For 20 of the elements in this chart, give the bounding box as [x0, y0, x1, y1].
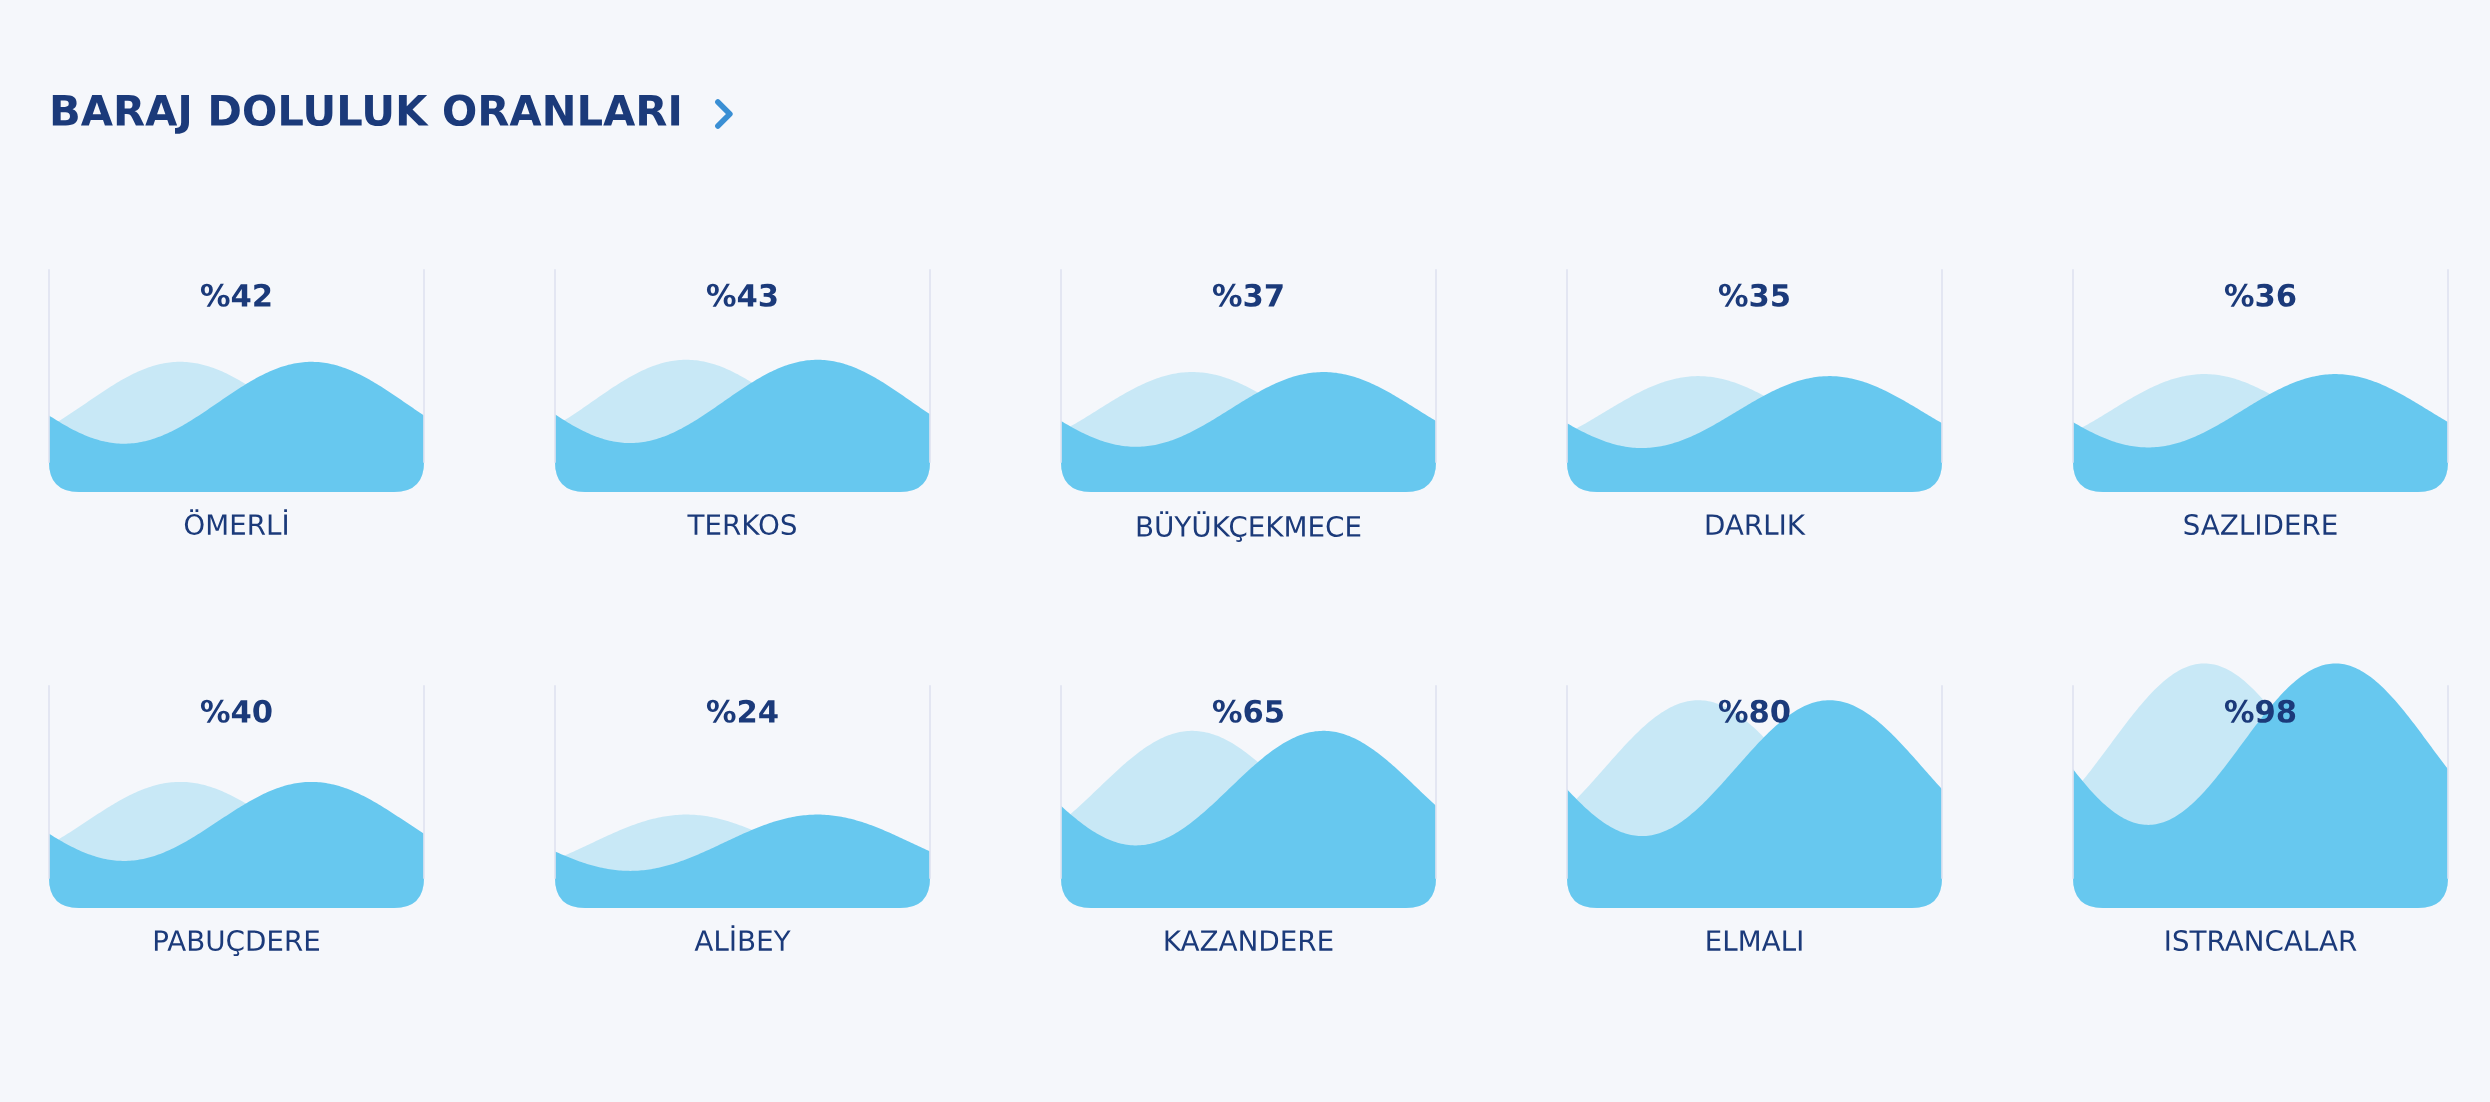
category-label: BÜYÜKÇEKMECE	[1137, 511, 1361, 542]
category-label: PABUÇDERE	[154, 930, 319, 957]
category-label: ISTRANCALAR	[2166, 930, 2357, 952]
data-label: %36	[2224, 283, 2296, 307]
data-label: %37	[1212, 283, 1283, 307]
data-label: %42	[200, 283, 271, 307]
data-label: %65	[1212, 699, 1283, 723]
data-label: %40	[200, 699, 272, 723]
data-label: %80	[1718, 699, 1790, 723]
category-label: KAZANDERE	[1165, 930, 1333, 951]
category-label: ÖMERLİ	[184, 509, 287, 536]
category-label: TERKOS	[687, 514, 796, 536]
category-label: ALİBEY	[694, 925, 791, 951]
text: BARAJ DOLULUK ORANLARI	[52, 94, 680, 134]
data-label: %43	[706, 283, 777, 307]
category-label: SAZLIDERE	[2184, 514, 2337, 536]
category-label: DARLIK	[1706, 514, 1806, 535]
data-label: %24	[706, 699, 778, 723]
category-label: ELMALI	[1707, 930, 1802, 951]
data-label: %35	[1718, 283, 1789, 307]
